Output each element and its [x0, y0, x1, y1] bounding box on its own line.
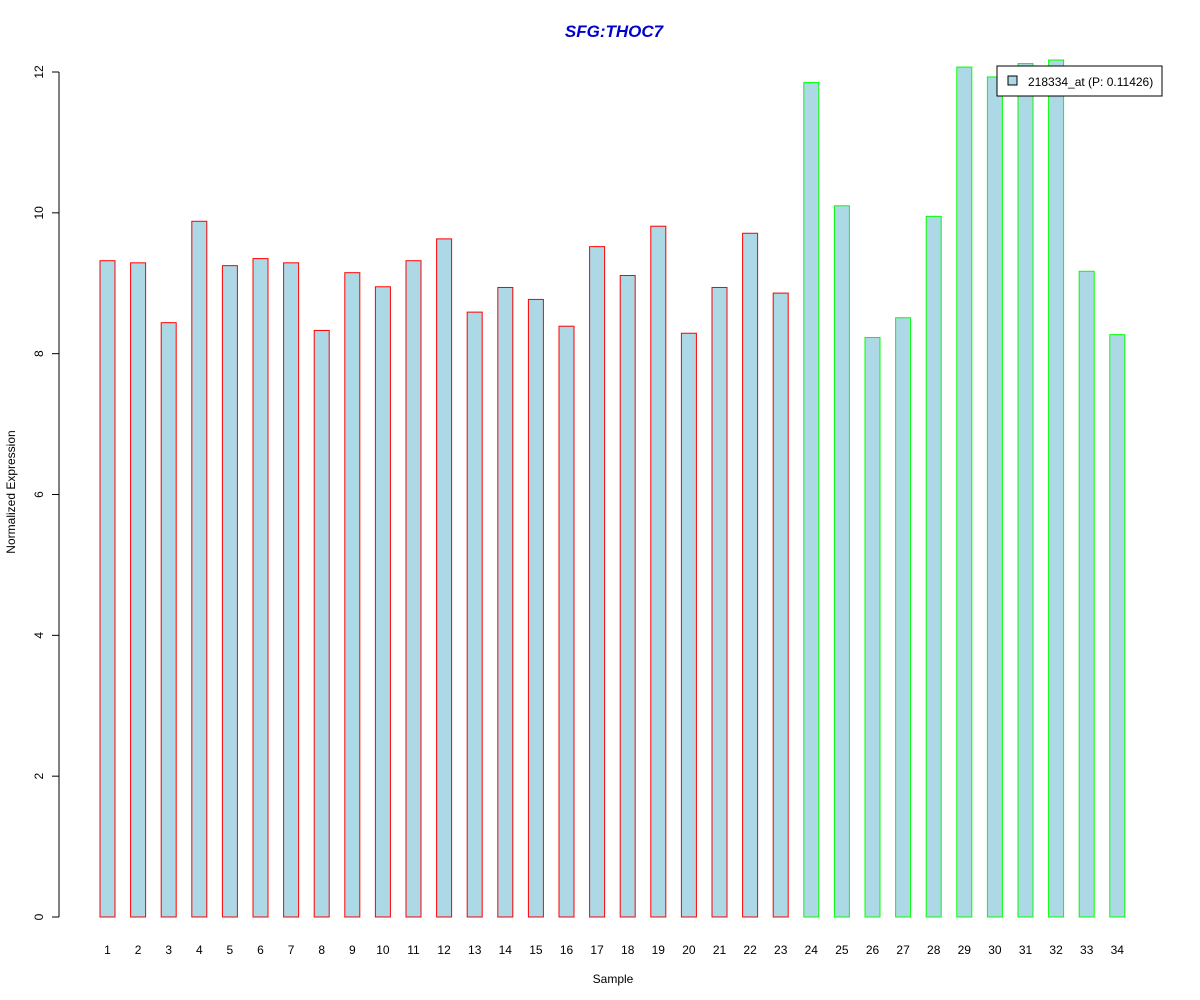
x-tick-label: 3 [165, 943, 172, 957]
x-tick-labels: 1 2 3 4 5 6 7 8 9 10 11 12 13 14 15 16 17 18 19 20 21 22 23 24 2… [104, 943, 1124, 957]
bar-sample-7 [283, 262, 300, 918]
y-tick-label: 2 [32, 773, 46, 780]
x-tick-label: 6 [257, 943, 264, 957]
x-tick-label: 33 [1080, 943, 1094, 957]
bar-sample-10 [374, 286, 391, 918]
x-tick-label: 20 [682, 943, 696, 957]
bar-sample-12 [436, 238, 453, 918]
legend-label: 218334_at (P: 0.11426) [1028, 75, 1153, 89]
x-tick-label: 10 [376, 943, 390, 957]
bar-sample-28 [925, 215, 942, 918]
bar-sample-8 [313, 329, 330, 918]
bar-sample-24 [803, 82, 820, 918]
bar-sample-4 [191, 220, 208, 918]
bar-sample-34 [1109, 334, 1126, 918]
x-tick-label: 2 [135, 943, 142, 957]
x-tick-label: 29 [958, 943, 972, 957]
bar-sample-6 [252, 258, 269, 918]
legend-box [996, 65, 1163, 97]
bar-sample-18 [619, 275, 636, 918]
y-tick-label: 10 [32, 206, 46, 220]
x-tick-label: 24 [805, 943, 819, 957]
y-tick-label: 12 [32, 65, 46, 79]
bar-sample-30 [986, 76, 1003, 918]
chart-title: SFG:THOC7 [565, 22, 665, 41]
x-tick-label: 30 [988, 943, 1002, 957]
bar-sample-32 [1048, 59, 1065, 918]
bar-sample-22 [742, 232, 759, 918]
x-tick-label: 18 [621, 943, 635, 957]
x-tick-label: 4 [196, 943, 203, 957]
x-tick-label: 21 [713, 943, 727, 957]
bar-sample-5 [221, 265, 238, 918]
x-tick-label: 34 [1111, 943, 1125, 957]
x-tick-label: 32 [1049, 943, 1063, 957]
x-tick-label: 13 [468, 943, 482, 957]
bar-sample-20 [680, 332, 697, 918]
x-tick-label: 5 [227, 943, 234, 957]
bar-sample-11 [405, 260, 422, 918]
x-tick-label: 7 [288, 943, 295, 957]
bar-sample-23 [772, 292, 789, 918]
x-tick-label: 16 [560, 943, 574, 957]
x-tick-label: 26 [866, 943, 880, 957]
legend-swatch [1007, 75, 1018, 86]
bars [99, 59, 1126, 918]
bar-sample-16 [558, 325, 575, 918]
x-tick-label: 15 [529, 943, 543, 957]
y-tick-label: 6 [32, 491, 46, 498]
bar-sample-33 [1078, 270, 1095, 918]
bar-sample-17 [589, 246, 606, 918]
x-axis-label: Sample [593, 972, 634, 986]
y-axis-label: Normalized Expression [4, 430, 18, 553]
bar-sample-9 [344, 272, 361, 918]
x-tick-label: 22 [743, 943, 757, 957]
bar-sample-26 [864, 336, 881, 918]
y-tick-label: 8 [32, 350, 46, 357]
bar-sample-29 [956, 66, 973, 918]
x-tick-label: 27 [896, 943, 910, 957]
x-tick-label: 14 [499, 943, 513, 957]
x-tick-label: 1 [104, 943, 111, 957]
bar-sample-14 [497, 286, 514, 918]
x-tick-label: 12 [437, 943, 451, 957]
bar-sample-27 [895, 317, 912, 918]
y-tick-label: 0 [32, 913, 46, 920]
x-tick-label: 11 [407, 943, 420, 957]
bar-sample-21 [711, 286, 728, 918]
legend: 218334_at (P: 0.11426) [996, 65, 1163, 97]
bar-sample-13 [466, 311, 483, 918]
bar-sample-19 [650, 225, 667, 918]
x-tick-label: 9 [349, 943, 356, 957]
bar-sample-3 [160, 322, 177, 918]
bar-sample-31 [1017, 63, 1034, 918]
x-tick-label: 31 [1019, 943, 1033, 957]
x-tick-label: 25 [835, 943, 849, 957]
y-axis: 0 2 4 6 8 10 12 [32, 65, 60, 920]
y-tick-label: 4 [32, 632, 46, 639]
x-tick-label: 19 [652, 943, 666, 957]
x-tick-label: 17 [590, 943, 604, 957]
bar-sample-15 [527, 298, 544, 918]
bar-sample-2 [130, 262, 147, 918]
x-tick-label: 28 [927, 943, 941, 957]
bar-sample-25 [833, 205, 850, 918]
bar-sample-1 [99, 260, 116, 918]
x-tick-label: 8 [318, 943, 325, 957]
x-tick-label: 23 [774, 943, 788, 957]
